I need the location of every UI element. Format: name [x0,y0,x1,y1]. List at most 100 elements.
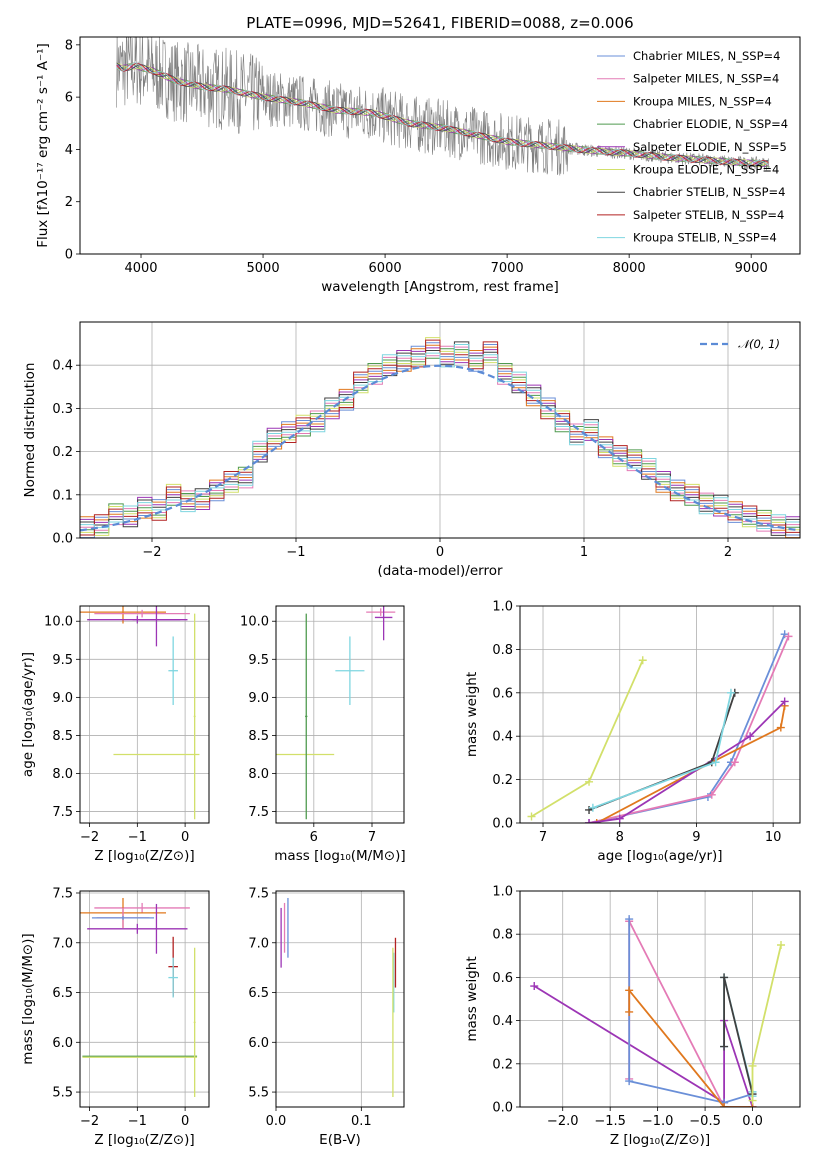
y-tick-label: 7.5 [52,805,73,820]
series-point [585,819,594,823]
y-tick-label: 10.0 [240,615,269,630]
plot-area [520,606,800,823]
plot-area [80,891,209,1107]
figure-title: PLATE=0996, MJD=52641, FIBERID=0088, z=0… [246,14,633,32]
y-tick-label: 7.5 [52,886,73,901]
y-tick-label: 0.8 [492,928,513,943]
model-line-6 [116,62,769,167]
y-tick-label: 0.6 [492,971,513,986]
x-axis-label: wavelength [Angstrom, rest frame] [321,279,559,295]
x-tick-label: 0 [181,1114,189,1129]
y-tick-label: 5.5 [248,1086,269,1101]
x-tick-label: 6000 [369,261,402,276]
axes-frame [79,605,210,824]
observed-spectrum-line [116,37,770,176]
x-tick-label: 0 [181,830,189,845]
series-line-6 [751,944,782,1101]
x-axis-label: Z [log₁₀(Z/Z⊙)] [94,848,194,864]
panel-spectrum: 4000 5000 6000 7000 8000 9000 0 2 4 6 8 wavelength … [35,36,801,295]
legend-label: Chabrier MILES, N_SSP=4 [633,49,780,63]
series-point [730,758,739,767]
y-tick-label: 6 [65,91,73,106]
y-tick-label: 10.0 [44,615,73,630]
x-tick-label: 7 [539,830,547,845]
series-point [748,1096,757,1105]
axes-frame [275,605,405,824]
panel-age-vs-Z: −2 −1 0 7.5 8.0 8.5 9.0 9.5 10.0 Z [log₁₀(Z/Z⊙)] a… [20,605,210,864]
x-tick-label: 6 [310,830,318,845]
legend-label: 𝒩(0, 1) [738,337,780,351]
y-tick-label: 9.0 [248,691,269,706]
y-tick-label: 0.0 [52,532,73,547]
panel-massweight-vs-age: 7 8 9 10 0.0 0.2 0.4 0.6 0.8 1.0 age [log₁₀(age/yr… [464,600,801,864]
series-point [592,819,601,823]
y-tick-label: 6.0 [52,1036,73,1051]
series-point [776,723,785,732]
series-point [625,1077,634,1086]
y-axis-label: mass weight [464,956,480,1041]
y-axis-label: age [log₁₀(age/yr)] [20,652,36,777]
x-axis-label: mass [log₁₀(M/M⊙)] [274,848,405,864]
y-tick-label: 1.0 [492,885,513,900]
series-point [720,973,729,982]
y-tick-label: 8 [65,38,73,53]
x-tick-label: −1.5 [594,1114,626,1129]
x-tick-label: 7000 [491,261,524,276]
plot-area [276,606,404,823]
series-line-3 [628,987,753,1107]
x-axis-label: Z [log₁₀(Z/Z⊙)] [610,1132,710,1148]
series-point [625,986,634,995]
panel-age-vs-mass: 6 7 7.5 8.0 8.5 9.0 9.5 10.0 mass [log₁₀(M/M⊙)] [240,605,406,864]
y-tick-label: 0.4 [52,359,73,374]
y-tick-label: 8.5 [52,729,73,744]
series-point [726,688,735,697]
legend-label: Kroupa MILES, N_SSP=4 [633,94,772,108]
histogram-step-8 [80,344,800,529]
y-tick-label: 1.0 [492,600,513,615]
series-point [720,1042,729,1051]
y-tick-label: 0.4 [492,1014,513,1029]
x-tick-label: −2 [142,545,161,560]
x-axis-label: E(B-V) [319,1132,361,1148]
panel-residuals: −2 −1 0 1 2 0.0 0.1 0.2 0.3 0.4 (data-model)/error… [22,321,801,579]
x-tick-label: 7 [368,830,376,845]
plot-area [80,606,209,823]
legend-label: Chabrier STELIB, N_SSP=4 [633,185,785,199]
series-point [527,812,536,821]
x-axis-label: Z [log₁₀(Z/Z⊙)] [94,1132,194,1148]
x-tick-label: 2 [724,545,732,560]
panel-mass-vs-ebv: 0.0 0.1 5.5 6.0 6.5 7.0 7.5 E(B-V) [248,886,405,1148]
series-point [625,915,634,924]
x-tick-label: 8 [616,830,624,845]
x-tick-label: −2 [80,830,99,845]
x-tick-label: −2 [80,1114,99,1129]
y-tick-label: 0.6 [492,686,513,701]
plot-area [80,322,800,538]
y-tick-label: 6.0 [248,1036,269,1051]
y-tick-label: 0.0 [492,1101,513,1116]
series-point [746,732,755,741]
plot-area [116,37,770,176]
panel-mass-vs-Z: −2 −1 0 5.5 6.0 6.5 7.0 7.5 Z [log₁₀(Z/Z⊙)] mass … [20,886,210,1148]
y-tick-label: 0.2 [492,1057,513,1072]
y-tick-label: 4 [65,143,73,158]
x-tick-label: 1 [580,545,588,560]
axes-frame [79,36,801,255]
y-tick-label: 7.5 [248,886,269,901]
x-tick-label: 10 [765,830,782,845]
x-tick-label: 0.0 [266,1114,287,1129]
legend-label: Chabrier ELODIE, N_SSP=4 [633,117,788,131]
series-point [588,803,597,812]
y-tick-label: 0.2 [52,445,73,460]
axes-frame [79,890,210,1108]
series-line-3 [596,705,786,823]
series-line-4 [588,700,786,823]
y-tick-label: 9.0 [52,691,73,706]
legend-label: Kroupa ELODIE, N_SSP=4 [633,163,779,177]
x-tick-label: −1.0 [642,1114,674,1129]
y-axis-label: Normed distribution [22,363,38,498]
panel-massweight-vs-Z: −2.0 −1.5 −1.0 −0.5 0.0 0.0 0.2 0.4 0.6 0.8 1.0 Z [… [464,885,801,1148]
x-tick-label: 0.0 [742,1114,763,1129]
y-axis-label: mass weight [464,672,480,757]
